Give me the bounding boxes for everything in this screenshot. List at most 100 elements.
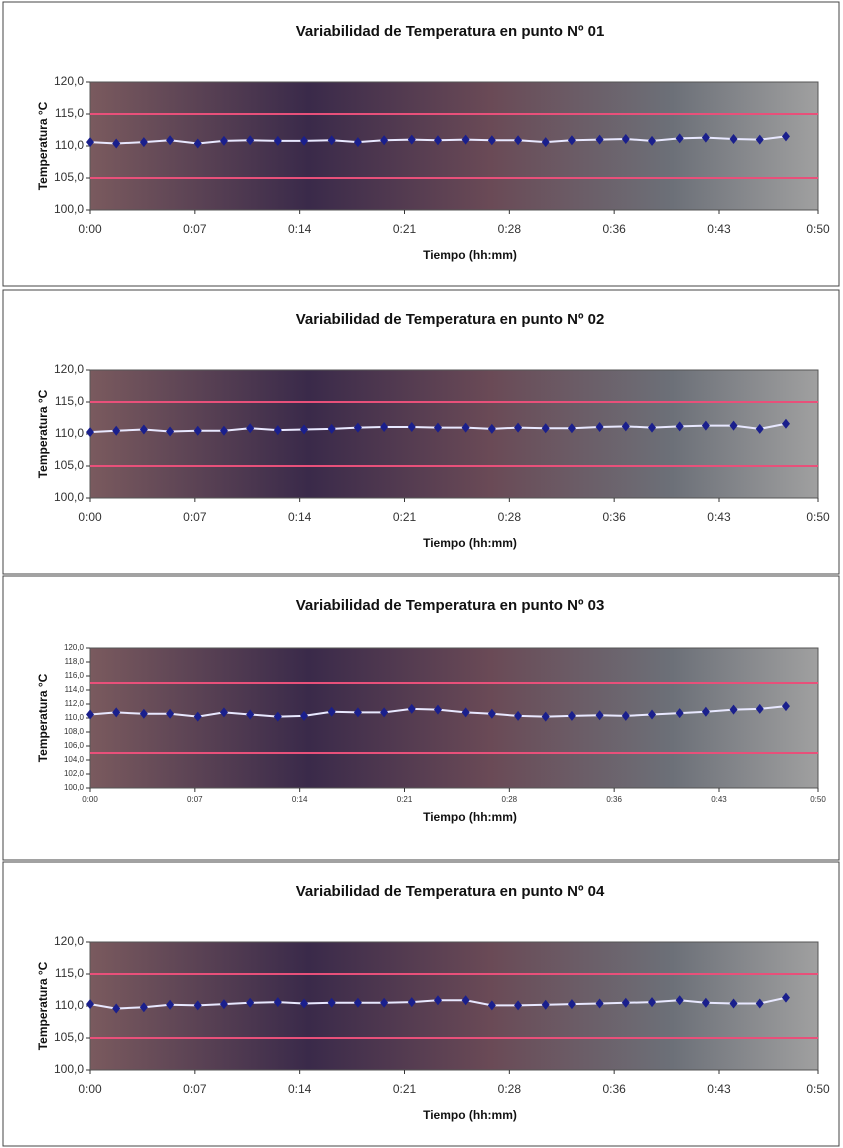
- x-axis-label: Tiempo (hh:mm): [423, 248, 517, 262]
- data-point: [729, 998, 738, 1009]
- x-tick-label: 0:14: [288, 222, 312, 236]
- data-point: [621, 421, 630, 432]
- y-axis-label: Temperatura °C: [36, 673, 50, 762]
- data-point: [781, 131, 790, 142]
- data-point: [701, 997, 710, 1008]
- data-point: [701, 132, 710, 143]
- data-point: [273, 135, 282, 146]
- data-point: [300, 710, 309, 721]
- y-axis-label: Temperatura °C: [36, 389, 50, 478]
- data-point: [327, 997, 336, 1008]
- data-point: [86, 427, 94, 438]
- data-point: [729, 420, 738, 431]
- y-tick-label: 108,0: [64, 727, 85, 736]
- x-tick-label: 0:28: [502, 795, 518, 804]
- data-point: [461, 995, 470, 1006]
- y-tick-label: 100,0: [64, 783, 85, 792]
- data-point: [729, 704, 738, 715]
- y-tick-label: 102,0: [64, 769, 85, 778]
- data-point: [433, 135, 442, 146]
- data-point: [166, 999, 175, 1010]
- data-point: [380, 997, 389, 1008]
- panel-border: [2, 289, 840, 575]
- x-tick-label: 0:21: [397, 795, 413, 804]
- y-tick-label: 115,0: [55, 106, 84, 120]
- data-point: [300, 135, 309, 146]
- data-point: [273, 997, 282, 1008]
- data-point: [407, 997, 416, 1008]
- x-tick-label: 0:00: [78, 510, 102, 524]
- data-point: [755, 703, 764, 714]
- y-tick-label: 118,0: [65, 657, 85, 666]
- data-point: [112, 425, 121, 436]
- data-point: [675, 708, 684, 719]
- data-point: [461, 707, 470, 718]
- x-tick-label: 0:21: [393, 222, 417, 236]
- data-point: [675, 421, 684, 432]
- y-tick-label: 112,0: [65, 699, 85, 708]
- data-point: [112, 1003, 121, 1014]
- y-tick-label: 100,0: [54, 1062, 84, 1076]
- data-point: [139, 137, 148, 148]
- data-point: [193, 138, 202, 149]
- data-point: [514, 1000, 523, 1011]
- data-point: [433, 704, 442, 715]
- data-point: [327, 423, 336, 434]
- data-point: [380, 421, 389, 432]
- data-point: [461, 422, 470, 433]
- data-point: [487, 708, 496, 719]
- chart-panel: Variabilidad de Temperatura en punto Nº …: [2, 289, 840, 575]
- x-tick-label: 0:36: [602, 222, 626, 236]
- x-tick-label: 0:36: [602, 510, 626, 524]
- x-tick-label: 0:50: [810, 795, 826, 804]
- data-point: [86, 709, 94, 720]
- x-tick-label: 0:28: [498, 510, 522, 524]
- data-point: [246, 423, 255, 434]
- data-point: [755, 134, 764, 145]
- data-point: [300, 424, 309, 435]
- y-tick-label: 105,0: [54, 1030, 84, 1044]
- data-point: [166, 426, 175, 437]
- data-point: [219, 707, 228, 718]
- y-tick-label: 100,0: [54, 202, 84, 216]
- data-point: [729, 133, 738, 144]
- data-point: [567, 423, 576, 434]
- x-tick-label: 0:07: [183, 222, 207, 236]
- x-tick-label: 0:14: [288, 510, 312, 524]
- y-tick-label: 110,0: [65, 713, 85, 722]
- plot-area: [89, 941, 819, 1071]
- data-point: [193, 711, 202, 722]
- data-point: [781, 992, 790, 1003]
- data-point: [353, 422, 362, 433]
- data-point: [781, 418, 790, 429]
- x-tick-label: 0:28: [498, 1082, 522, 1096]
- data-point: [407, 703, 416, 714]
- x-tick-label: 0:50: [806, 1082, 830, 1096]
- x-tick-label: 0:14: [292, 795, 308, 804]
- data-point: [273, 425, 282, 436]
- chart-panel: Variabilidad de Temperatura en punto Nº …: [2, 575, 840, 861]
- x-tick-label: 0:07: [183, 510, 207, 524]
- x-tick-label: 0:43: [707, 1082, 731, 1096]
- x-axis-label: Tiempo (hh:mm): [423, 810, 517, 824]
- data-point: [246, 135, 255, 146]
- x-tick-label: 0:07: [183, 1082, 207, 1096]
- panel-border: [2, 861, 840, 1147]
- x-axis-label: Tiempo (hh:mm): [423, 1108, 517, 1122]
- data-point: [433, 995, 442, 1006]
- plot-area: [89, 647, 819, 789]
- data-point: [139, 1002, 148, 1013]
- data-point: [487, 423, 496, 434]
- chart-panel: Variabilidad de Temperatura en punto Nº …: [2, 861, 840, 1147]
- x-tick-label: 0:00: [78, 1082, 102, 1096]
- chart-title: Variabilidad de Temperatura en punto Nº …: [296, 883, 605, 900]
- data-point: [514, 422, 523, 433]
- x-tick-label: 0:50: [806, 222, 830, 236]
- y-tick-label: 106,0: [64, 741, 85, 750]
- data-point: [541, 711, 550, 722]
- chart-title: Variabilidad de Temperatura en punto Nº …: [296, 23, 605, 40]
- data-point: [621, 997, 630, 1008]
- data-point: [755, 998, 764, 1009]
- chart-title: Variabilidad de Temperatura en punto Nº …: [296, 311, 605, 328]
- data-point: [567, 999, 576, 1010]
